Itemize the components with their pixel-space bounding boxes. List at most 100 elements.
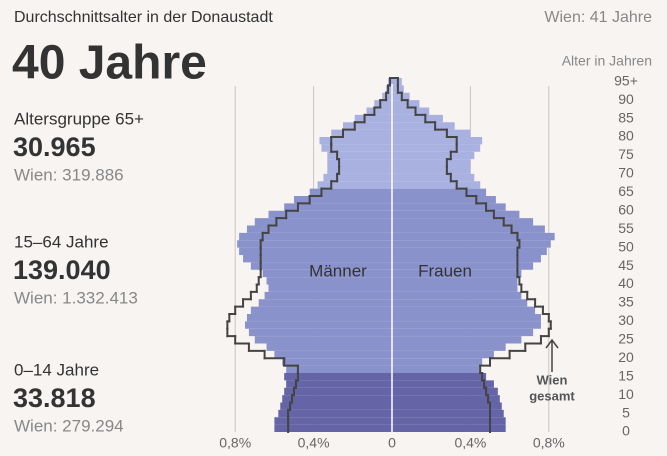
bar	[392, 196, 496, 204]
stat-value: 33.818	[13, 383, 96, 413]
bar	[284, 387, 392, 396]
bar	[392, 262, 534, 270]
stat-compare: Wien: 319.886	[14, 165, 124, 184]
bar	[250, 262, 392, 270]
bar	[323, 173, 392, 182]
bar	[266, 343, 392, 351]
bar	[392, 166, 471, 174]
stat-value: 30.965	[13, 132, 96, 162]
bar	[392, 144, 481, 152]
bar	[392, 417, 506, 425]
bar	[392, 306, 536, 314]
bar	[392, 365, 481, 373]
stat-compare: Wien: 1.332.413	[14, 288, 138, 307]
comparison: Wien: 41 Jahre	[544, 9, 652, 26]
bar	[392, 350, 494, 359]
y-tick-label: 30	[618, 312, 634, 328]
headline: 40 Jahre	[12, 37, 207, 90]
y-tick-label: 10	[618, 386, 634, 402]
bar	[392, 173, 475, 182]
bar	[392, 291, 522, 300]
y-tick-label: 80	[618, 128, 634, 144]
bar	[327, 159, 392, 167]
y-tick-label: 75	[618, 146, 634, 162]
bar	[392, 424, 506, 432]
bar	[250, 306, 392, 314]
y-tick-label: 90	[618, 91, 634, 107]
bar	[246, 225, 392, 233]
bar	[392, 129, 471, 137]
bar	[284, 203, 392, 211]
series-label: Frauen	[418, 261, 472, 280]
bar	[239, 232, 392, 241]
bar	[392, 210, 520, 219]
stat-value: 139.040	[13, 255, 111, 285]
axis-label: Alter in Jahren	[562, 53, 652, 69]
y-tick-label: 55	[618, 220, 634, 236]
stats: Altersgruppe 65+ 30.965 Wien: 319.886 15–64…	[13, 109, 144, 435]
bar	[274, 350, 392, 359]
bar	[392, 358, 483, 366]
y-tick-label: 50	[618, 238, 634, 254]
annotation-label: gesamt	[529, 388, 575, 403]
bar	[254, 218, 392, 226]
x-tick-label: 0	[388, 435, 396, 451]
y-tick-label: 95+	[614, 72, 638, 88]
bar	[392, 269, 522, 278]
annotation-label: Wien	[537, 372, 568, 387]
bar	[392, 314, 541, 322]
bar	[392, 284, 518, 292]
bar	[245, 321, 392, 329]
bar	[237, 240, 392, 248]
bar	[262, 269, 392, 278]
bar	[309, 188, 392, 196]
bar	[248, 328, 392, 337]
bar	[239, 247, 392, 255]
bar	[392, 395, 500, 403]
bar	[392, 107, 430, 115]
bar	[392, 402, 502, 410]
y-tick-label: 5	[622, 404, 630, 420]
bar	[286, 365, 392, 373]
bar	[392, 336, 522, 344]
bar	[392, 299, 528, 307]
x-tick-label: 0,4%	[298, 435, 330, 451]
bar	[268, 210, 392, 219]
bar	[392, 321, 541, 329]
bar	[327, 151, 392, 160]
bar	[392, 100, 420, 108]
bar	[284, 373, 392, 381]
bar	[274, 424, 392, 432]
bar	[392, 122, 455, 130]
bar	[317, 181, 392, 189]
bar	[392, 188, 487, 196]
bar	[321, 144, 392, 152]
bar	[392, 247, 547, 255]
bar	[392, 328, 534, 337]
y-tick-label: 70	[618, 165, 634, 181]
bar	[374, 100, 392, 108]
bar	[354, 114, 392, 123]
stat-label: Altersgruppe 65+	[14, 109, 144, 128]
bar	[392, 151, 475, 160]
bar	[286, 380, 392, 388]
bar	[392, 255, 541, 263]
y-tick-label: 60	[618, 201, 634, 217]
stat-compare: Wien: 279.294	[14, 416, 124, 435]
x-tick-label: 0,8%	[219, 435, 251, 451]
y-tick-label: 40	[618, 275, 634, 291]
bar	[392, 409, 504, 418]
bar	[343, 122, 392, 130]
bar	[392, 343, 506, 351]
bar	[392, 373, 487, 381]
bar	[392, 137, 483, 145]
bar	[319, 137, 392, 145]
bar	[392, 218, 534, 226]
bar	[392, 203, 506, 211]
bar	[280, 402, 392, 410]
x-tick-label: 0,4%	[454, 435, 486, 451]
bar	[366, 107, 392, 115]
y-tick-label: 20	[618, 349, 634, 365]
bar	[243, 255, 392, 263]
